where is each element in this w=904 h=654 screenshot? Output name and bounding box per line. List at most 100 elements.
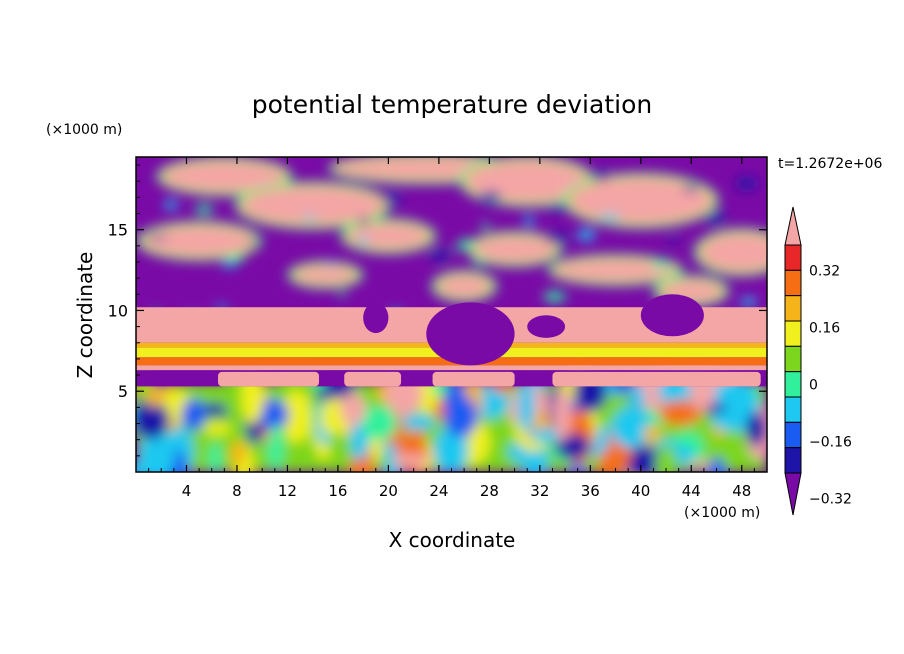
- filament: [145, 235, 169, 240]
- field-cell: [340, 392, 366, 426]
- filament: [736, 177, 758, 190]
- field-cell: [329, 431, 344, 460]
- colorbar-swatch: [784, 295, 802, 322]
- x-tick-label: 8: [232, 482, 242, 500]
- layer-pink-cell: [344, 371, 402, 387]
- patch-core: [555, 260, 676, 281]
- colorbar-swatch: [784, 345, 802, 373]
- x-axis: 4 8 12 16 20 24 28 32 36 40 44 48: [148, 157, 755, 500]
- field-cell: [712, 409, 745, 431]
- purple-intrusion: [527, 315, 566, 338]
- colorbar-label: −0.32: [809, 491, 852, 507]
- patch-core: [295, 266, 356, 283]
- layer-pink-cell: [218, 371, 319, 387]
- filament: [325, 261, 337, 266]
- patch-core: [164, 162, 285, 191]
- filament: [194, 204, 214, 215]
- patch-core: [242, 187, 383, 224]
- x-axis-label: X coordinate: [389, 528, 516, 552]
- y-tick-label: 15: [108, 221, 128, 240]
- filament: [683, 185, 698, 193]
- field-cell: [146, 384, 162, 408]
- field-cell: [434, 426, 469, 472]
- filament: [596, 169, 609, 182]
- colorbar-top-arrow: [784, 206, 802, 246]
- filament: [524, 214, 534, 227]
- colorbar-swatch: [784, 244, 802, 271]
- field-cell: [708, 457, 726, 472]
- patch-core: [439, 276, 490, 297]
- colorbar-swatch: [784, 421, 802, 449]
- colorbar-swatch: [784, 396, 802, 423]
- colorbar-swatch: [784, 447, 802, 474]
- filament: [337, 291, 347, 297]
- field-cell: [267, 424, 285, 471]
- filament: [546, 232, 568, 244]
- filament: [226, 255, 246, 262]
- filament: [651, 260, 674, 268]
- x-tick-label: 4: [182, 482, 192, 500]
- field-blobs: [136, 157, 767, 472]
- filament: [301, 215, 318, 220]
- colorbar-swatch: [784, 269, 802, 297]
- field-cell: [136, 399, 170, 440]
- purple-intrusion: [426, 302, 515, 366]
- chart-title: potential temperature deviation: [252, 90, 652, 119]
- filament: [248, 238, 258, 244]
- x-unit-label: (×1000 m): [684, 505, 760, 521]
- time-label: t=1.2672e+06: [778, 156, 882, 172]
- x-tick-label: 12: [278, 482, 297, 500]
- lower-eddy-layer: [136, 359, 767, 472]
- colorbar-label: 0: [809, 377, 818, 393]
- field-cell: [699, 444, 732, 463]
- x-tick-label: 36: [581, 482, 600, 500]
- filament: [472, 257, 490, 265]
- y-tick-label: 10: [108, 301, 128, 320]
- colorbar-bottom-arrow: [784, 472, 802, 516]
- filament: [458, 238, 477, 249]
- purple-intrusion: [363, 302, 389, 334]
- colorbar: 0.32 0.16 0 −0.16 −0.32: [784, 206, 852, 516]
- filament: [382, 194, 401, 204]
- filament: [164, 199, 178, 210]
- x-tick-label: 20: [379, 482, 398, 500]
- filament: [598, 213, 621, 220]
- x-tick-label: 32: [530, 482, 549, 500]
- filament: [558, 291, 567, 297]
- colorbar-swatch: [784, 371, 802, 398]
- field-cell: [402, 413, 436, 431]
- layer-pink-cell: [552, 371, 761, 387]
- field-cell: [598, 449, 620, 472]
- upper-patch-layer: [136, 157, 767, 331]
- field-cell: [181, 398, 207, 431]
- layer-pink-thin: [136, 365, 767, 371]
- patch-core: [570, 178, 711, 223]
- filament: [221, 261, 237, 268]
- patch-core: [467, 161, 588, 202]
- colorbar-swatch: [784, 320, 802, 347]
- filament: [576, 229, 596, 241]
- filament: [705, 211, 725, 224]
- field-cell: [529, 428, 562, 443]
- field-cell: [391, 453, 431, 467]
- field-cell: [138, 433, 176, 472]
- filament: [358, 217, 370, 224]
- field-cell: [517, 381, 535, 433]
- y-axis: 5 10 15: [108, 164, 767, 457]
- field-layers: [136, 294, 767, 387]
- field-cell: [553, 388, 571, 442]
- y-axis-label: Z coordinate: [73, 252, 97, 379]
- patch-core: [474, 237, 555, 262]
- field-cell: [655, 444, 678, 472]
- field-cell: [643, 425, 663, 441]
- filament: [740, 297, 757, 307]
- field-cell: [443, 395, 478, 438]
- plot-field: [136, 157, 767, 472]
- filament: [669, 236, 678, 244]
- field-cell: [208, 441, 223, 472]
- x-tick-label: 40: [631, 482, 650, 500]
- x-tick-label: 48: [732, 482, 751, 500]
- field-cell: [745, 411, 767, 447]
- colorbar-label: −0.16: [809, 434, 852, 450]
- layer-pink-cell: [432, 371, 515, 387]
